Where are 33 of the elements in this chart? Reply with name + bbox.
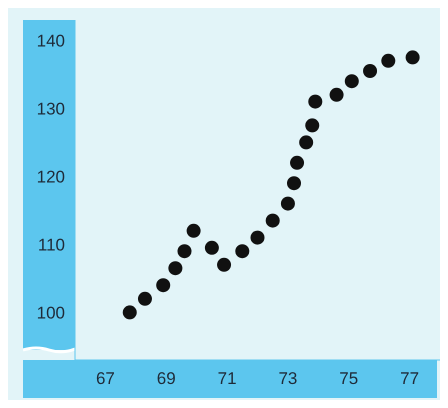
point xyxy=(305,118,320,132)
point xyxy=(122,305,137,320)
point xyxy=(308,94,322,109)
point xyxy=(290,156,304,170)
x-tick-label: 77 xyxy=(400,369,420,388)
x-tick-label: 75 xyxy=(339,369,358,388)
y-tick-label: 120 xyxy=(36,167,65,186)
point xyxy=(178,244,192,258)
y-tick-label: 140 xyxy=(36,31,65,50)
point xyxy=(344,74,359,88)
y-tick-label: 110 xyxy=(38,235,65,254)
point xyxy=(287,176,301,190)
point xyxy=(330,88,344,102)
x-tick-label: 69 xyxy=(156,369,176,388)
point xyxy=(168,261,182,276)
point xyxy=(186,224,201,238)
point xyxy=(250,230,264,245)
point xyxy=(217,258,232,272)
point xyxy=(266,214,280,228)
x-tick-label: 67 xyxy=(96,369,115,388)
x-tick-label: 73 xyxy=(278,369,298,388)
point xyxy=(204,240,219,255)
point xyxy=(363,64,378,78)
point xyxy=(156,278,170,292)
point xyxy=(280,196,295,211)
x-tick-label: 71 xyxy=(218,369,237,388)
point xyxy=(138,292,152,306)
point xyxy=(299,135,314,150)
point xyxy=(381,54,396,68)
point xyxy=(406,50,420,64)
point xyxy=(235,244,250,258)
y-tick-label: 130 xyxy=(36,99,65,118)
y-tick-label: 100 xyxy=(36,303,65,322)
